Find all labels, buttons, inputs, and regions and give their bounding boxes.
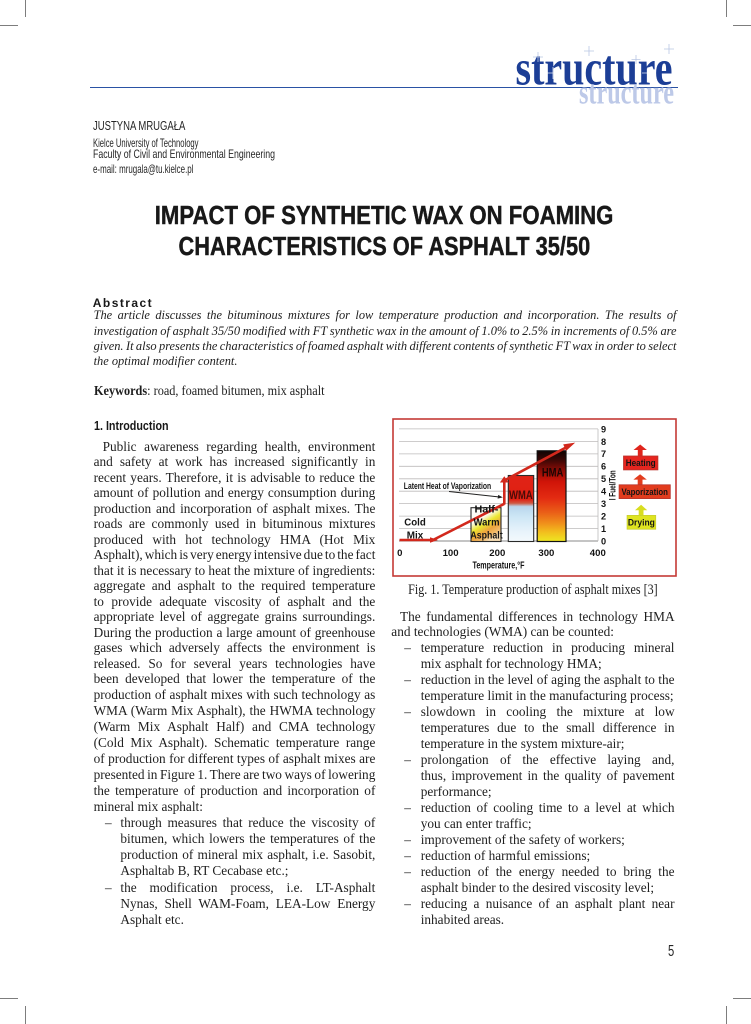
- svg-text:0: 0: [601, 536, 606, 546]
- svg-text:HMA: HMA: [542, 468, 564, 480]
- svg-text:200: 200: [489, 548, 505, 559]
- svg-text:Heating: Heating: [626, 458, 656, 469]
- svg-text:7: 7: [601, 449, 606, 459]
- svg-text:WMA: WMA: [509, 490, 533, 502]
- svg-text:1: 1: [601, 524, 606, 534]
- svg-text:Vaporization: Vaporization: [621, 487, 668, 498]
- svg-text:Asphalt: Asphalt: [470, 530, 503, 541]
- svg-text:Half-: Half-: [475, 504, 499, 515]
- svg-text:300: 300: [538, 548, 554, 559]
- svg-text:Drying: Drying: [628, 518, 655, 529]
- svg-text:2: 2: [601, 512, 606, 522]
- svg-text:5: 5: [601, 474, 606, 484]
- svg-text:Temperature,°F: Temperature,°F: [473, 561, 525, 572]
- svg-text:Warm: Warm: [474, 517, 500, 528]
- svg-text:8: 8: [601, 437, 606, 447]
- svg-text:9: 9: [601, 424, 606, 434]
- svg-text:structure: structure: [516, 40, 673, 96]
- svg-text:400: 400: [590, 548, 606, 559]
- svg-text:Latent Heat of Vaporization: Latent Heat of Vaporization: [404, 481, 492, 491]
- svg-text:6: 6: [601, 462, 606, 472]
- svg-text:3: 3: [601, 499, 606, 509]
- svg-text:l Fuel/Ton: l Fuel/Ton: [608, 470, 618, 500]
- svg-text:Cold: Cold: [404, 517, 426, 529]
- svg-text:Mix: Mix: [407, 530, 424, 542]
- svg-text:structure: structure: [579, 75, 674, 111]
- svg-text:0: 0: [397, 548, 402, 559]
- svg-text:4: 4: [601, 487, 607, 497]
- svg-text:100: 100: [443, 548, 459, 559]
